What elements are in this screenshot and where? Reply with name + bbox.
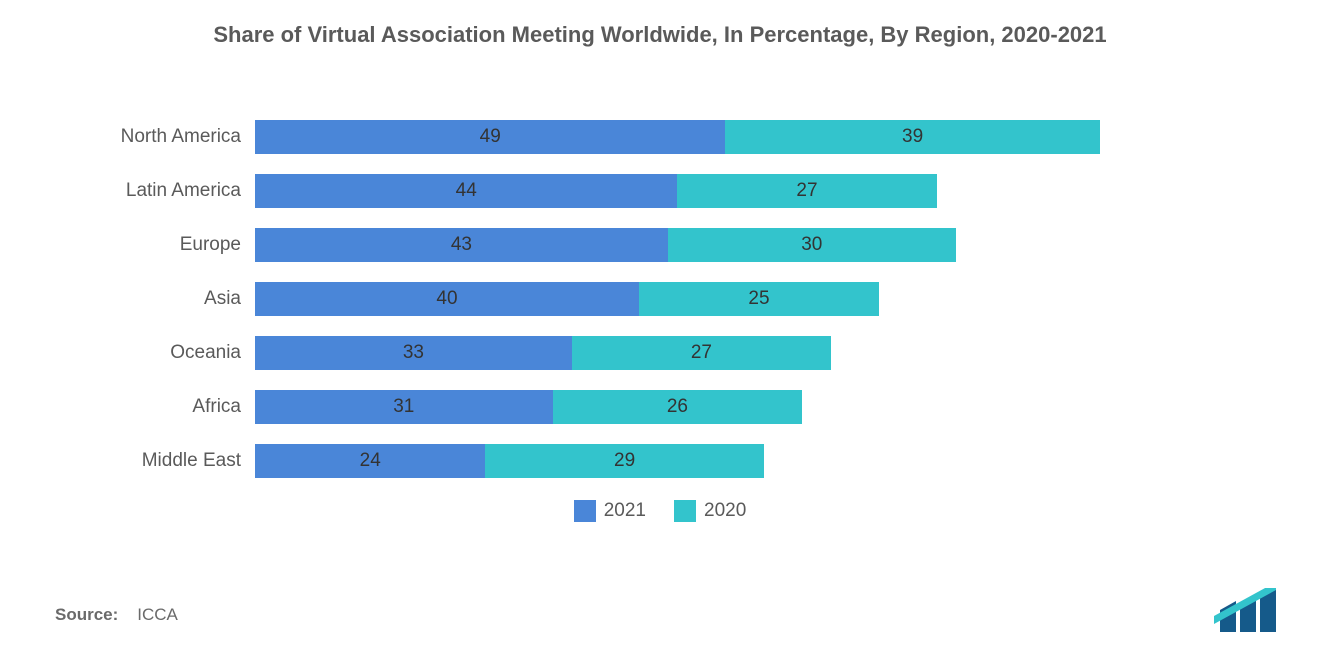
bar-row: Oceania3327 (80, 326, 1240, 380)
bar-row: North America4939 (80, 110, 1240, 164)
category-label: North America (80, 126, 255, 148)
bar-segment: 49 (255, 120, 725, 154)
bar-stack: 4025 (255, 282, 879, 316)
bar-row: Europe4330 (80, 218, 1240, 272)
legend-swatch-icon (574, 500, 596, 522)
category-label: Oceania (80, 342, 255, 364)
bar-row: Latin America4427 (80, 164, 1240, 218)
bar-stack: 3126 (255, 390, 802, 424)
bar-segment: 40 (255, 282, 639, 316)
bar-segment: 26 (553, 390, 803, 424)
legend-item: 2021 (574, 500, 646, 522)
bar-stack: 3327 (255, 336, 831, 370)
category-label: Middle East (80, 450, 255, 472)
chart-title: Share of Virtual Association Meeting Wor… (0, 0, 1320, 48)
bar-segment: 24 (255, 444, 485, 478)
bar-stack: 2429 (255, 444, 764, 478)
bar-row: Africa3126 (80, 380, 1240, 434)
category-label: Asia (80, 288, 255, 310)
source-attribution: Source: ICCA (55, 605, 178, 625)
plot-area: North America4939Latin America4427Europe… (80, 110, 1240, 490)
bar-segment: 39 (725, 120, 1099, 154)
category-label: Europe (80, 234, 255, 256)
bar-segment: 30 (668, 228, 956, 262)
bar-stack: 4939 (255, 120, 1100, 154)
source-label: Source: (55, 605, 118, 624)
bar-stack: 4330 (255, 228, 956, 262)
bar-segment: 27 (677, 174, 936, 208)
legend-swatch-icon (674, 500, 696, 522)
bar-segment: 33 (255, 336, 572, 370)
bar-segment: 43 (255, 228, 668, 262)
brand-logo (1214, 588, 1286, 637)
bar-row: Asia4025 (80, 272, 1240, 326)
bar-segment: 25 (639, 282, 879, 316)
legend-item: 2020 (674, 500, 746, 522)
legend: 2021 2020 (0, 500, 1320, 522)
source-text: ICCA (137, 605, 178, 624)
bar-segment: 29 (485, 444, 763, 478)
bar-row: Middle East2429 (80, 434, 1240, 488)
bar-segment: 31 (255, 390, 553, 424)
bar-stack: 4427 (255, 174, 937, 208)
legend-label: 2021 (604, 500, 646, 522)
bar-segment: 27 (572, 336, 831, 370)
category-label: Latin America (80, 180, 255, 202)
bar-segment: 44 (255, 174, 677, 208)
chart-container: Share of Virtual Association Meeting Wor… (0, 0, 1320, 665)
legend-label: 2020 (704, 500, 746, 522)
category-label: Africa (80, 396, 255, 418)
